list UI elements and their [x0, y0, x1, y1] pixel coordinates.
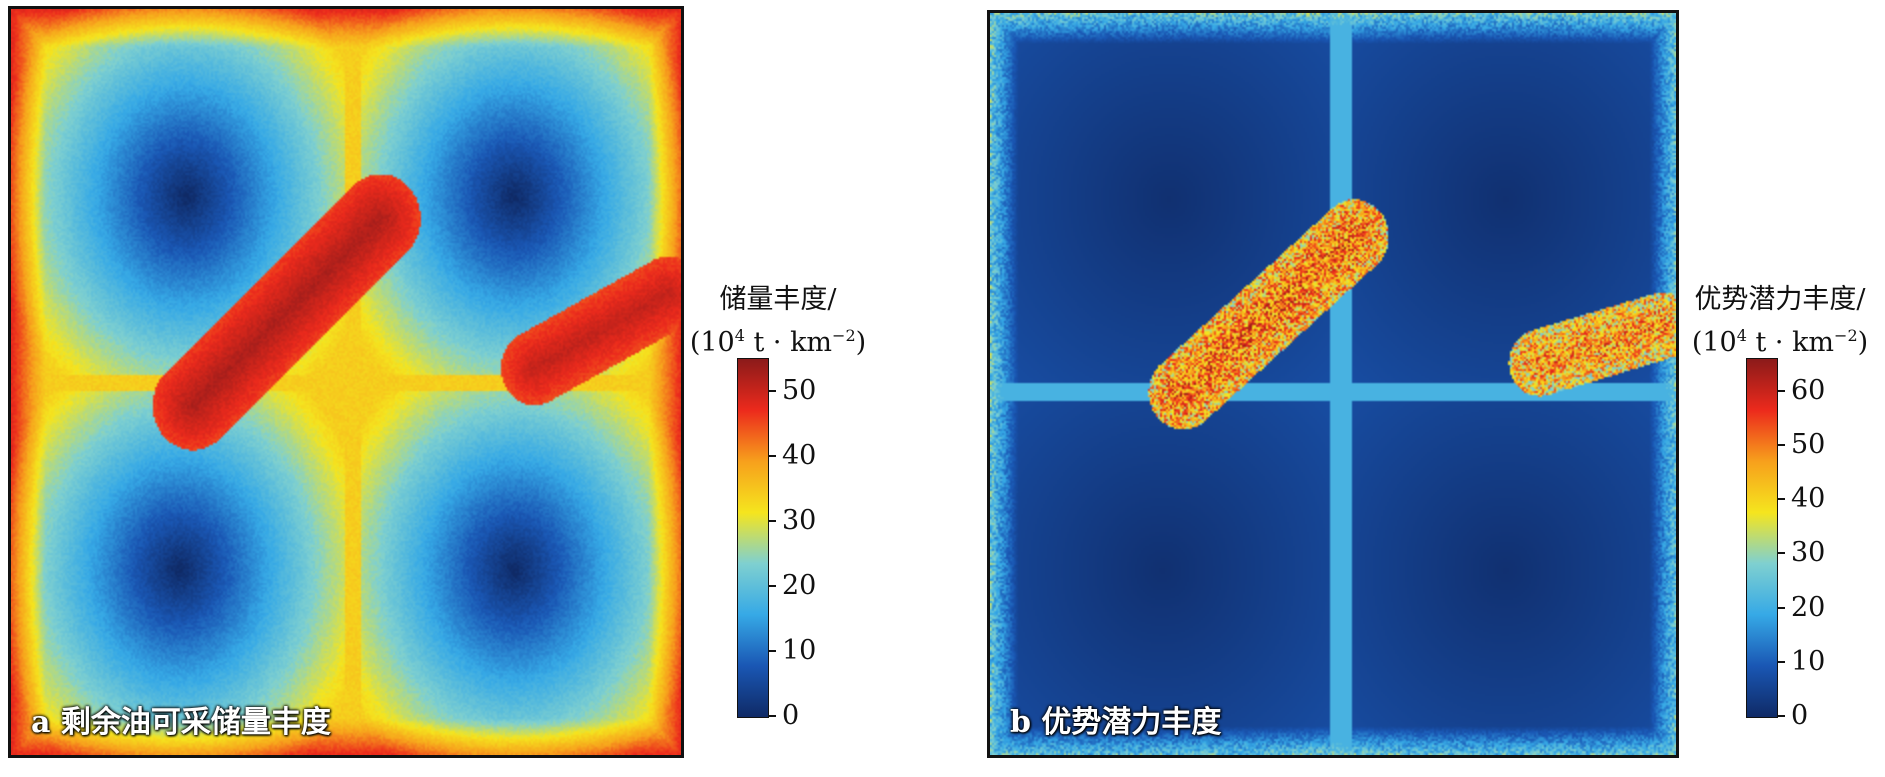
- unit-prefix-a: (10: [689, 327, 735, 358]
- tick-mark: [1777, 443, 1785, 446]
- colorbar-unit-a: (104 t · km−2): [688, 318, 868, 361]
- unit-suffix-a: ): [855, 327, 867, 358]
- unit-sup2-a: −2: [832, 326, 856, 345]
- tick-label: 40: [1791, 483, 1826, 515]
- colorbar-b: [1746, 358, 1778, 718]
- heatmap-canvas-b: [990, 13, 1676, 755]
- tick-label: 50: [782, 374, 817, 406]
- colorbar-ticks-b: 0 10 20 30 40 50 60: [1777, 358, 1857, 731]
- tick-mark: [768, 389, 776, 392]
- tick-label: 10: [782, 634, 817, 666]
- tick-label: 30: [1791, 537, 1826, 569]
- colorbar-title-b: 优势潜力丰度/ (104 t · km−2): [1680, 282, 1880, 361]
- tick-mark: [1777, 498, 1785, 501]
- colorbar-unit-b: (104 t · km−2): [1680, 318, 1880, 361]
- tick-mark: [1777, 389, 1785, 392]
- unit-sup2-b: −2: [1834, 326, 1858, 345]
- tick-label: 20: [1791, 591, 1826, 623]
- heatmap-panel-a: a 剩余油可采储量丰度: [8, 6, 684, 758]
- tick-mark: [768, 519, 776, 522]
- tick-label: 50: [1791, 428, 1826, 460]
- unit-sup-a: 4: [734, 326, 745, 345]
- tick-label: 30: [782, 504, 817, 536]
- tick-label: 20: [782, 569, 817, 601]
- unit-sup-b: 4: [1736, 326, 1747, 345]
- tick-mark: [768, 649, 776, 652]
- tick-mark: [1777, 715, 1785, 717]
- tick-mark: [768, 454, 776, 457]
- colorbar-ticks-a: 0 10 20 30 40 50: [768, 358, 848, 731]
- tick-label: 10: [1791, 645, 1826, 677]
- colorbar-title-text-b: 优势潜力丰度/: [1694, 284, 1866, 315]
- unit-prefix-b: (10: [1691, 327, 1737, 358]
- tick-mark: [1777, 552, 1785, 555]
- tick-mark: [1777, 606, 1785, 609]
- tick-mark: [768, 584, 776, 587]
- heatmap-canvas-a: [11, 9, 681, 755]
- heatmap-panel-b: b 优势潜力丰度: [987, 10, 1679, 758]
- tick-label: 60: [1791, 374, 1826, 406]
- tick-label: 0: [1791, 700, 1809, 731]
- tick-mark: [768, 715, 776, 717]
- unit-middle-b: t · km: [1746, 327, 1835, 358]
- panel-label-a: a 剩余油可采储量丰度: [31, 705, 331, 740]
- panel-label-b: b 优势潜力丰度: [1010, 705, 1222, 740]
- tick-label: 40: [782, 439, 817, 471]
- colorbar-title-a: 储量丰度/ (104 t · km−2): [688, 282, 868, 361]
- tick-label: 0: [782, 700, 800, 731]
- unit-middle-a: t · km: [744, 327, 833, 358]
- colorbar-a: [737, 358, 769, 718]
- unit-suffix-b: ): [1857, 327, 1869, 358]
- tick-mark: [1777, 660, 1785, 663]
- colorbar-title-text-a: 储量丰度/: [719, 284, 837, 315]
